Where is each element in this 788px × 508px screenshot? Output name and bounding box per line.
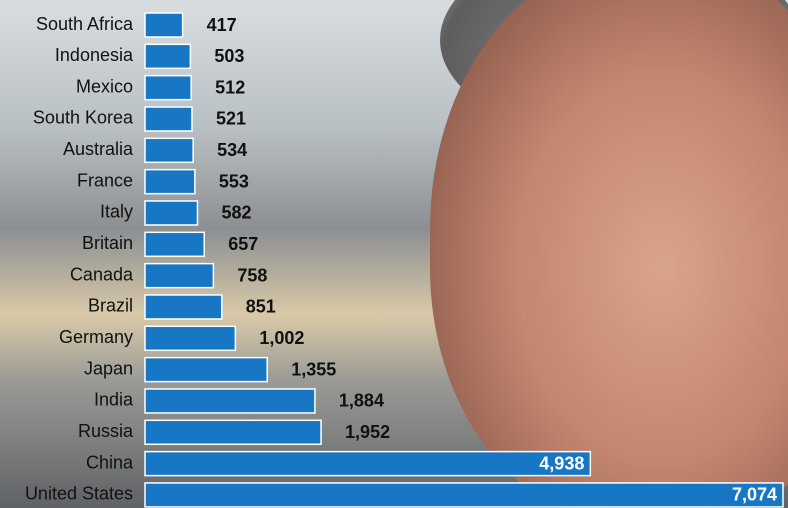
bar [144, 200, 199, 226]
value-label: 1,952 [345, 422, 390, 442]
bar [144, 419, 322, 446]
category-label: Britain [82, 233, 133, 253]
category-label: Russia [78, 421, 134, 441]
value-label: 512 [215, 77, 245, 97]
bar [144, 12, 184, 38]
bar [144, 262, 215, 289]
bar [144, 231, 206, 258]
value-label: 417 [207, 15, 237, 35]
category-label: France [77, 170, 133, 190]
category-label: Canada [70, 264, 134, 284]
value-label: 582 [221, 203, 251, 223]
value-label: 503 [214, 46, 244, 66]
bar [144, 388, 316, 414]
value-label: 534 [217, 140, 247, 160]
category-label: Mexico [76, 76, 133, 96]
bar [144, 106, 193, 132]
category-label: Brazil [88, 296, 133, 316]
bar [144, 325, 237, 352]
bar [144, 168, 196, 195]
photo-face [430, 0, 788, 508]
bar [144, 137, 194, 164]
bar [144, 450, 592, 477]
category-label: South Korea [33, 108, 134, 128]
category-label: United States [25, 484, 133, 504]
value-label: 4,938 [539, 453, 584, 473]
value-label: 1,884 [339, 391, 384, 411]
bar [144, 482, 784, 508]
category-label: Germany [59, 327, 133, 347]
value-label: 1,002 [259, 328, 304, 348]
category-label: Japan [84, 358, 133, 378]
value-label: 1,355 [291, 359, 336, 379]
value-label: 657 [228, 234, 258, 254]
value-label: 7,074 [732, 485, 777, 505]
category-label: China [86, 452, 134, 472]
category-label: Indonesia [55, 45, 134, 65]
bar [144, 43, 192, 70]
bar [144, 294, 223, 320]
category-label: Australia [63, 139, 134, 159]
bar [144, 356, 268, 383]
category-label: Italy [100, 202, 133, 222]
category-label: India [94, 390, 134, 410]
value-label: 553 [219, 171, 249, 191]
value-label: 851 [246, 297, 276, 317]
value-label: 521 [216, 109, 246, 129]
category-label: South Africa [36, 14, 134, 34]
bar [144, 74, 192, 101]
value-label: 758 [237, 265, 267, 285]
